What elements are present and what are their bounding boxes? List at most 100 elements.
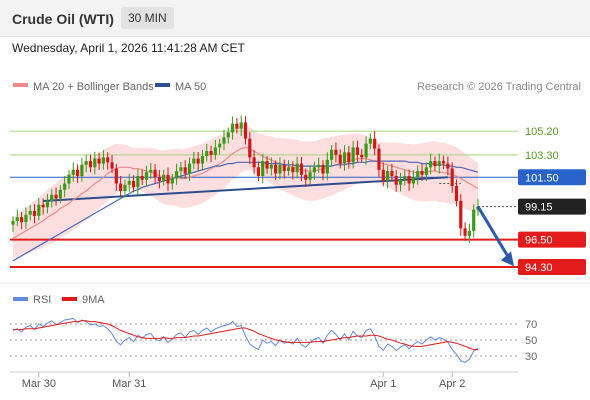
time-tick-label: Apr 1 xyxy=(370,378,396,390)
candle-body xyxy=(192,158,196,164)
time-tick-label: Mar 31 xyxy=(112,378,146,390)
timeframe-button[interactable]: 30 MIN xyxy=(121,7,174,29)
candle-body xyxy=(222,137,226,144)
candle-body xyxy=(54,194,58,199)
candle-body xyxy=(101,157,106,164)
resistance-label: 105.20 xyxy=(525,126,559,138)
candle-body xyxy=(274,164,278,174)
candle-body xyxy=(41,204,45,208)
candle-body xyxy=(157,177,161,182)
legend-ma20-swatch xyxy=(13,83,28,87)
candle-body xyxy=(282,164,286,172)
projection-arrow-head xyxy=(501,251,514,267)
support-label: 94.30 xyxy=(525,262,553,274)
legend-rsi-swatch xyxy=(13,297,28,301)
candle-body xyxy=(312,167,316,173)
candle-body xyxy=(153,169,157,178)
candle-body xyxy=(291,167,295,173)
candle-body xyxy=(342,152,347,164)
candle-body xyxy=(84,161,88,165)
candle-body xyxy=(196,158,200,164)
candle-body xyxy=(50,194,54,201)
candle-body xyxy=(162,174,166,182)
candle-body xyxy=(351,147,355,163)
legend-9ma-swatch xyxy=(62,297,77,301)
candle-body xyxy=(437,161,441,167)
candle-body xyxy=(248,138,252,158)
projection-arrow-shaft xyxy=(476,205,511,260)
candle-body xyxy=(243,122,248,139)
candle-body xyxy=(325,159,329,174)
candle-body xyxy=(183,167,187,174)
rsi-tick-label: 30 xyxy=(525,351,537,363)
rsi-tick-label: 70 xyxy=(525,319,537,331)
candle-body xyxy=(37,204,41,216)
candle-body xyxy=(93,158,97,168)
candle-body xyxy=(80,164,84,177)
candle-body xyxy=(394,176,398,185)
rsi-tick-label: 50 xyxy=(525,335,537,347)
time-tick-label: Apr 2 xyxy=(439,378,465,390)
pivot-tag xyxy=(518,169,586,186)
candle-body xyxy=(110,162,114,169)
candle-body xyxy=(321,164,325,174)
candle-body xyxy=(226,132,230,138)
time-axis: Mar 30 Mar 31 Apr 1 Apr 2 xyxy=(22,372,465,390)
legend-ma50-swatch xyxy=(155,83,170,87)
instrument-title: Crude Oil (WTI) xyxy=(12,11,114,27)
candle-body xyxy=(420,171,424,175)
candle-body xyxy=(140,176,144,180)
candle-body xyxy=(441,161,446,164)
candle-body xyxy=(144,172,149,180)
candle-body xyxy=(75,169,80,177)
candle-body xyxy=(355,147,360,155)
candle-body xyxy=(58,189,62,199)
candle-body xyxy=(317,164,321,168)
candle-body xyxy=(377,148,381,170)
candle-body xyxy=(299,163,304,175)
candle-body xyxy=(136,176,140,188)
candle-body xyxy=(269,164,273,169)
candle-body xyxy=(278,164,282,174)
candle-body xyxy=(454,186,459,201)
candle-body xyxy=(252,157,256,168)
chart-header: Crude Oil (WTI) 30 MIN xyxy=(0,0,590,37)
candle-body xyxy=(45,200,50,208)
rsi-ma-line xyxy=(13,320,478,351)
candle-body xyxy=(364,143,368,158)
candle-body xyxy=(205,151,209,157)
candle-body xyxy=(119,183,123,191)
candle-body xyxy=(166,174,170,184)
last-price-label: 99.15 xyxy=(525,202,553,214)
candle-body xyxy=(334,149,338,155)
candle-body xyxy=(308,172,312,180)
legend-rsi-label: RSI xyxy=(33,294,51,306)
rsi-line xyxy=(12,317,479,363)
candle-body xyxy=(286,167,291,172)
candle-body xyxy=(32,210,37,216)
candle-body xyxy=(123,184,127,191)
candle-body xyxy=(28,210,32,215)
resistance-label: 103.30 xyxy=(525,150,559,162)
candle-body xyxy=(403,176,407,180)
time-tick-label: Mar 30 xyxy=(22,378,56,390)
candle-body xyxy=(385,171,390,182)
candle-body xyxy=(200,156,205,164)
candle-body xyxy=(472,209,476,231)
pivot-label: 101.50 xyxy=(525,172,559,184)
candle-body xyxy=(261,161,265,177)
candle-body xyxy=(368,138,372,144)
copyright-text: Research © 2026 Trading Central xyxy=(417,81,581,93)
candle-body xyxy=(218,143,222,148)
timestamp: Wednesday, April 1, 2026 11:41:28 AM CET xyxy=(12,41,245,55)
candle-body xyxy=(187,163,192,174)
candle-body xyxy=(467,230,471,236)
candle-body xyxy=(295,163,299,173)
candle-body xyxy=(97,158,101,164)
ma20-line xyxy=(12,146,479,239)
candle-body xyxy=(338,154,342,164)
candle-body xyxy=(175,171,179,179)
candle-body xyxy=(170,178,174,184)
candle-body xyxy=(20,217,24,223)
